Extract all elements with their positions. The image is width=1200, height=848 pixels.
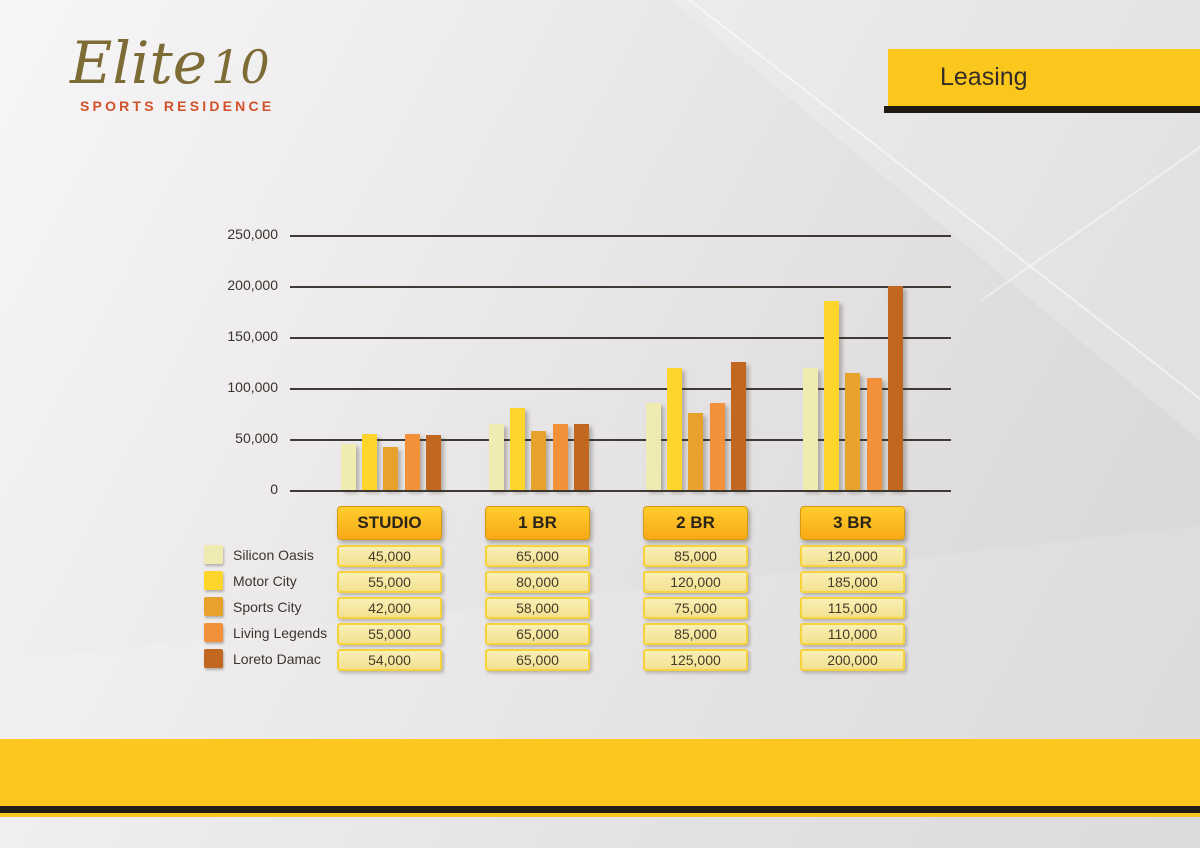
bar-living-legends-2-br: [709, 403, 725, 490]
gridline: [290, 439, 951, 441]
section-banner-label: Leasing: [940, 63, 1028, 91]
legend-swatch-living-legends: [204, 623, 223, 642]
legend-label: Living Legends: [233, 624, 328, 641]
table-cell: 65,000: [485, 649, 590, 671]
y-axis-label: 200,000: [227, 277, 278, 293]
footer-thin-yellow-band: [0, 813, 1200, 817]
legend-swatch-loreto-damac: [204, 649, 223, 668]
bar-sports-city-3-br: [845, 373, 861, 490]
bar-motor-city-studio: [362, 434, 378, 490]
legend-label: Loreto Damac: [233, 650, 321, 667]
legend-label: Silicon Oasis: [233, 546, 314, 563]
bar-silicon-oasis-1-br: [489, 424, 504, 490]
gridline: [290, 490, 951, 492]
table-cell: 125,000: [643, 649, 748, 671]
bar-silicon-oasis-studio: [341, 444, 356, 490]
y-axis-label: 100,000: [227, 379, 278, 395]
table-cell: 120,000: [643, 571, 748, 593]
table-cell: 55,000: [337, 623, 442, 645]
background-texture-line: [980, 1, 1200, 302]
bar-motor-city-1-br: [510, 408, 526, 490]
y-axis-label: 150,000: [227, 328, 278, 344]
y-axis-label: 0: [270, 481, 278, 497]
brand-number: 10: [211, 40, 270, 94]
legend-swatch-sports-city: [204, 597, 223, 616]
table-cell: 120,000: [800, 545, 905, 567]
bar-living-legends-3-br: [866, 378, 882, 490]
bar-silicon-oasis-3-br: [803, 368, 818, 490]
bar-living-legends-1-br: [552, 424, 568, 490]
bar-loreto-damac-studio: [425, 435, 441, 490]
table-cell: 115,000: [800, 597, 905, 619]
table-cell: 54,000: [337, 649, 442, 671]
brand-wordmark: Elite10: [70, 34, 330, 92]
table-cell: 65,000: [485, 545, 590, 567]
legend-swatch-motor-city: [204, 571, 223, 590]
category-header-1-br: 1 BR: [485, 506, 590, 540]
table-cell: 58,000: [485, 597, 590, 619]
table-cell: 80,000: [485, 571, 590, 593]
table-cell: 85,000: [643, 623, 748, 645]
gridline: [290, 337, 951, 339]
brand-name: Elite: [70, 29, 208, 97]
table-cell: 42,000: [337, 597, 442, 619]
brand-subtitle: SPORTS RESIDENCE: [80, 98, 275, 114]
gridline: [290, 235, 951, 237]
table-cell: 55,000: [337, 571, 442, 593]
bar-sports-city-2-br: [688, 413, 704, 490]
category-header-studio: STUDIO: [337, 506, 442, 540]
table-cell: 75,000: [643, 597, 748, 619]
gridline: [290, 286, 951, 288]
banner-underline: [884, 106, 1200, 113]
table-cell: 65,000: [485, 623, 590, 645]
y-axis-label: 250,000: [227, 226, 278, 242]
legend-swatch-silicon-oasis: [204, 545, 223, 564]
category-header-2-br: 2 BR: [643, 506, 748, 540]
table-cell: 45,000: [337, 545, 442, 567]
y-axis-label: 50,000: [235, 430, 278, 446]
table-cell: 200,000: [800, 649, 905, 671]
bar-loreto-damac-3-br: [887, 286, 903, 490]
table-cell: 185,000: [800, 571, 905, 593]
bar-loreto-damac-1-br: [573, 424, 589, 490]
bar-sports-city-studio: [383, 447, 399, 490]
category-header-3-br: 3 BR: [800, 506, 905, 540]
footer-black-band: [0, 806, 1200, 813]
footer-yellow-band: [0, 739, 1200, 806]
brand-logo: Elite10 SPORTS RESIDENCE: [70, 34, 330, 114]
bar-silicon-oasis-2-br: [646, 403, 661, 490]
section-banner: Leasing: [888, 49, 1200, 106]
bar-loreto-damac-2-br: [730, 362, 746, 490]
bar-motor-city-3-br: [824, 301, 840, 490]
table-cell: 85,000: [643, 545, 748, 567]
bar-sports-city-1-br: [531, 431, 547, 490]
table-cell: 110,000: [800, 623, 905, 645]
bar-living-legends-studio: [404, 434, 420, 490]
legend-label: Sports City: [233, 598, 302, 615]
legend-label: Motor City: [233, 572, 297, 589]
bar-motor-city-2-br: [667, 368, 683, 490]
gridline: [290, 388, 951, 390]
